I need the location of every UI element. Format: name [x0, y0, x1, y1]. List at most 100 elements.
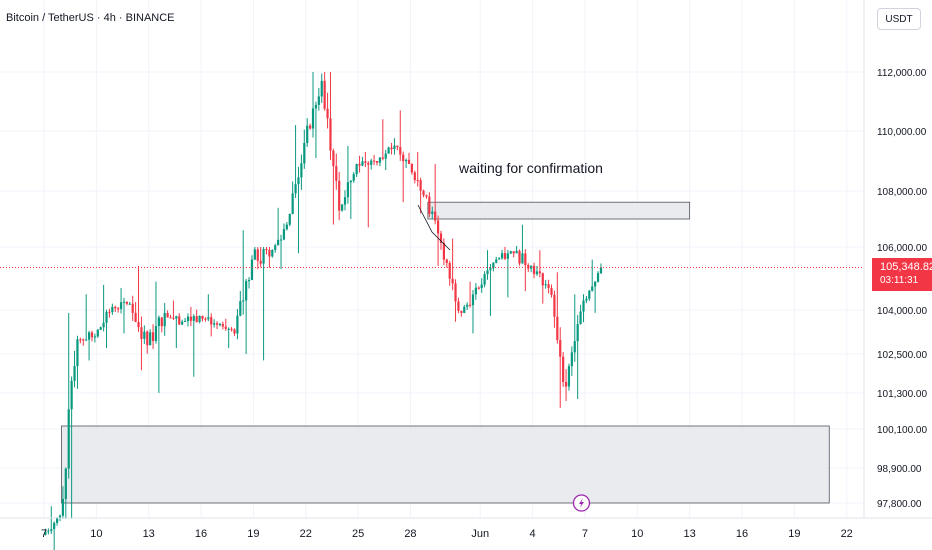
candle-body: [553, 294, 556, 317]
candle-body: [425, 195, 428, 197]
candle-body: [338, 180, 341, 211]
candle-body: [317, 96, 320, 105]
currency-button[interactable]: USDT: [877, 8, 921, 30]
candle-body: [596, 273, 600, 282]
candle-body: [210, 317, 213, 325]
candle-body: [556, 316, 559, 341]
candle-body: [559, 340, 562, 357]
candle-body: [355, 164, 358, 175]
candle-body: [207, 317, 210, 320]
candle-body: [573, 341, 576, 353]
candle-body: [594, 281, 597, 287]
candle-body: [375, 161, 379, 163]
candle-body: [431, 211, 434, 214]
candle-body: [576, 324, 579, 342]
candle-body: [215, 323, 219, 325]
candle-body: [471, 294, 475, 306]
candle-body: [79, 339, 82, 341]
candle-body: [320, 80, 323, 97]
candle-body: [562, 356, 565, 382]
x-tick-label: 16: [736, 528, 748, 540]
x-tick-label: 4: [530, 528, 536, 540]
candle-body: [448, 262, 451, 279]
candle-body: [515, 250, 518, 254]
candle-body: [361, 161, 364, 166]
candle-body: [291, 193, 294, 214]
candle-body: [567, 366, 571, 387]
candle-body: [588, 290, 591, 299]
candle-body: [64, 468, 67, 499]
candle-body: [506, 253, 509, 259]
candle-body: [204, 318, 207, 320]
candle-body: [390, 147, 393, 149]
candle-body: [151, 332, 155, 342]
candle-body: [314, 104, 318, 109]
candle-body: [61, 498, 65, 516]
candle-body: [102, 322, 105, 328]
candle-body: [381, 157, 384, 159]
candle-body: [591, 286, 594, 291]
candle-body: [495, 259, 498, 263]
x-tick-label: 19: [788, 528, 800, 540]
candle-body: [201, 315, 204, 319]
current-price-badge: 105,348.82 03:11:31: [872, 258, 932, 291]
candle-body: [413, 172, 416, 181]
candle-body: [245, 281, 248, 301]
chart-title: Bitcoin / TetherUS · 4h · BINANCE: [6, 12, 175, 24]
x-tick-label: 28: [404, 528, 416, 540]
candle-body: [134, 312, 137, 323]
x-tick-label: 13: [684, 528, 696, 540]
candle-body: [178, 316, 181, 325]
candle-body: [486, 270, 489, 275]
x-tick-label: 22: [300, 528, 312, 540]
x-tick-label: 10: [90, 528, 102, 540]
candle-body: [93, 336, 97, 338]
candle-body: [349, 180, 352, 183]
x-tick-label: 22: [841, 528, 853, 540]
candle-body: [535, 271, 539, 275]
x-axis[interactable]: 7 10 13 16 19 22 25 28 Jun 4 7 10 13 16 19 22: [0, 517, 932, 540]
y-tick-label: 102,500.00: [877, 350, 927, 361]
candle-body: [500, 253, 504, 259]
candle-body: [483, 274, 486, 285]
candle-body: [122, 301, 126, 303]
candle-body: [143, 331, 146, 339]
candle-body: [370, 160, 373, 165]
y-axis[interactable]: 112,000.00 110,000.00 108,000.00 106,000.00…: [863, 0, 927, 518]
candle-body: [582, 300, 585, 312]
x-tick-label: Jun: [471, 528, 489, 540]
candle-body: [439, 233, 443, 243]
y-tick-label: 97,800.00: [877, 499, 922, 510]
candle-body: [157, 317, 160, 327]
candle-body: [154, 326, 158, 342]
candle-body: [352, 174, 355, 181]
candle-body: [224, 326, 227, 329]
candle-body: [131, 303, 134, 313]
lightning-icon[interactable]: [572, 494, 591, 512]
candle-body: [332, 150, 335, 167]
candle-body: [256, 249, 259, 261]
candle-body: [436, 220, 440, 234]
candle-body: [265, 248, 268, 251]
candle-body: [87, 332, 91, 340]
current-price-label: 105,348.82: [880, 261, 932, 273]
candle-body: [117, 308, 120, 310]
candle-body: [189, 316, 192, 321]
candle-body: [125, 301, 128, 304]
candle-body: [384, 153, 387, 159]
candle-body: [253, 249, 256, 260]
candle-body: [402, 154, 405, 162]
candle-body: [274, 245, 277, 250]
chart-zones[interactable]: [61, 201, 830, 504]
candle-body: [96, 329, 99, 337]
candle-body: [309, 125, 312, 129]
candle-body: [468, 304, 472, 306]
candle-body: [183, 321, 187, 323]
y-tick-label: 108,000.00: [877, 187, 927, 198]
candle-body: [463, 306, 466, 313]
candle-body: [108, 311, 111, 313]
candles: [44, 72, 603, 550]
x-tick-label: 13: [143, 528, 155, 540]
candle-body: [428, 196, 431, 214]
